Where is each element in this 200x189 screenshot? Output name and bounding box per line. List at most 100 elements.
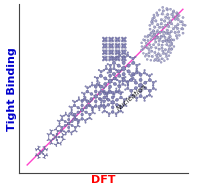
Circle shape bbox=[126, 80, 129, 83]
Circle shape bbox=[60, 131, 61, 132]
Circle shape bbox=[86, 90, 89, 93]
Circle shape bbox=[111, 96, 114, 99]
Circle shape bbox=[84, 98, 86, 101]
Circle shape bbox=[89, 113, 91, 116]
Circle shape bbox=[136, 97, 138, 99]
Circle shape bbox=[57, 126, 58, 127]
Circle shape bbox=[151, 55, 153, 58]
Circle shape bbox=[152, 30, 155, 32]
Circle shape bbox=[164, 49, 167, 51]
Circle shape bbox=[106, 53, 107, 55]
Circle shape bbox=[121, 40, 123, 42]
Circle shape bbox=[161, 47, 163, 49]
Circle shape bbox=[166, 7, 168, 10]
Circle shape bbox=[155, 89, 157, 90]
Circle shape bbox=[62, 133, 63, 134]
Circle shape bbox=[145, 42, 147, 44]
Circle shape bbox=[71, 134, 72, 135]
Circle shape bbox=[118, 92, 119, 93]
Circle shape bbox=[133, 95, 135, 97]
Circle shape bbox=[132, 77, 134, 80]
Circle shape bbox=[142, 52, 144, 54]
Circle shape bbox=[89, 117, 91, 119]
Circle shape bbox=[81, 118, 83, 120]
Circle shape bbox=[92, 109, 93, 111]
Circle shape bbox=[55, 136, 57, 138]
Circle shape bbox=[109, 92, 110, 94]
Circle shape bbox=[118, 56, 120, 58]
Circle shape bbox=[115, 98, 118, 101]
Circle shape bbox=[106, 92, 107, 93]
Circle shape bbox=[162, 34, 165, 37]
Circle shape bbox=[78, 122, 80, 123]
Circle shape bbox=[164, 36, 166, 38]
Circle shape bbox=[72, 131, 74, 132]
Circle shape bbox=[91, 82, 93, 83]
Circle shape bbox=[134, 96, 135, 97]
Circle shape bbox=[148, 94, 151, 96]
Circle shape bbox=[148, 89, 151, 92]
Circle shape bbox=[115, 91, 117, 93]
Circle shape bbox=[36, 149, 37, 150]
Circle shape bbox=[124, 84, 126, 86]
Circle shape bbox=[105, 67, 107, 70]
Circle shape bbox=[47, 155, 48, 156]
Circle shape bbox=[148, 48, 150, 51]
Circle shape bbox=[176, 12, 178, 14]
Circle shape bbox=[50, 144, 51, 145]
Circle shape bbox=[64, 139, 65, 140]
Circle shape bbox=[102, 59, 104, 61]
Circle shape bbox=[52, 130, 53, 131]
Circle shape bbox=[146, 95, 148, 97]
Circle shape bbox=[81, 108, 84, 112]
Circle shape bbox=[156, 36, 159, 39]
Circle shape bbox=[59, 123, 60, 124]
Circle shape bbox=[122, 83, 124, 85]
Circle shape bbox=[166, 29, 169, 32]
Circle shape bbox=[154, 38, 156, 40]
Circle shape bbox=[136, 100, 137, 101]
Circle shape bbox=[127, 85, 129, 87]
Circle shape bbox=[163, 20, 166, 22]
Circle shape bbox=[58, 125, 60, 126]
Circle shape bbox=[119, 84, 120, 85]
Circle shape bbox=[139, 84, 143, 87]
Circle shape bbox=[170, 22, 173, 25]
Circle shape bbox=[117, 112, 119, 113]
Circle shape bbox=[111, 101, 114, 104]
Circle shape bbox=[112, 56, 114, 58]
Circle shape bbox=[139, 94, 142, 98]
Circle shape bbox=[151, 19, 154, 22]
Circle shape bbox=[100, 99, 102, 101]
Circle shape bbox=[115, 50, 117, 51]
Circle shape bbox=[56, 127, 57, 128]
Circle shape bbox=[153, 60, 155, 62]
Circle shape bbox=[48, 134, 49, 135]
Circle shape bbox=[76, 119, 78, 120]
Circle shape bbox=[168, 45, 171, 47]
Circle shape bbox=[116, 56, 118, 58]
Circle shape bbox=[62, 140, 63, 141]
Circle shape bbox=[99, 93, 101, 95]
Circle shape bbox=[115, 59, 117, 61]
Circle shape bbox=[99, 85, 102, 88]
Circle shape bbox=[168, 32, 171, 35]
Circle shape bbox=[156, 23, 159, 26]
Circle shape bbox=[63, 115, 65, 116]
Circle shape bbox=[118, 40, 120, 42]
Circle shape bbox=[39, 150, 41, 151]
Circle shape bbox=[54, 144, 55, 145]
Circle shape bbox=[179, 20, 182, 23]
Circle shape bbox=[118, 43, 120, 45]
Circle shape bbox=[119, 52, 120, 53]
Text: Nucleation: Nucleation bbox=[116, 83, 148, 112]
Circle shape bbox=[110, 50, 113, 54]
Circle shape bbox=[172, 11, 174, 13]
Circle shape bbox=[103, 106, 106, 109]
Circle shape bbox=[165, 53, 167, 55]
Circle shape bbox=[167, 39, 169, 41]
Circle shape bbox=[100, 86, 102, 87]
Circle shape bbox=[51, 143, 52, 144]
Circle shape bbox=[99, 98, 101, 100]
Circle shape bbox=[153, 35, 155, 37]
